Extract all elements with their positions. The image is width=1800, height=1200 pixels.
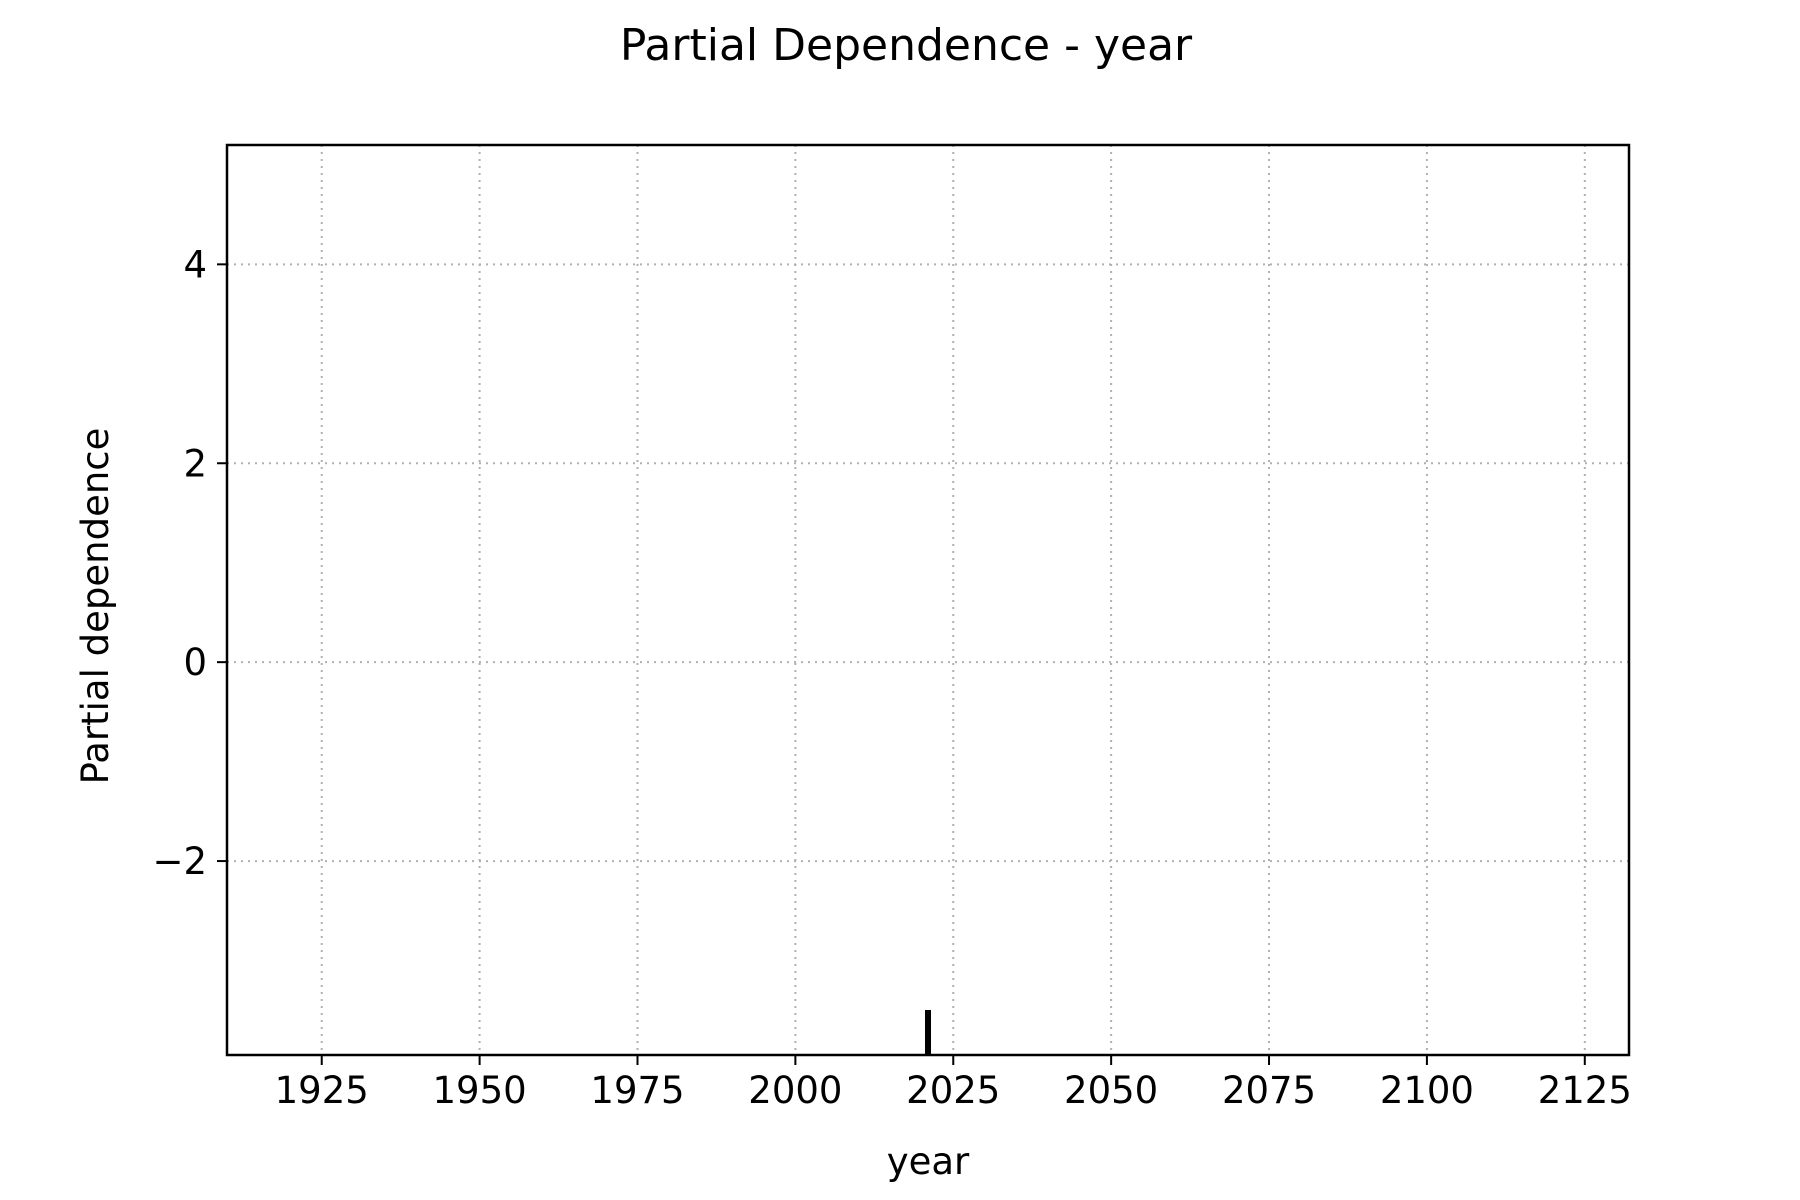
- x-tick-label: 2000: [748, 1069, 842, 1112]
- y-axis-ticks: −2 0 2 4: [152, 243, 227, 883]
- x-tick-label: 2125: [1538, 1069, 1632, 1112]
- chart-title: Partial Dependence - year: [620, 20, 1193, 71]
- x-axis-label: year: [887, 1140, 970, 1183]
- y-tick-label: 4: [183, 243, 207, 286]
- y-axis-label: Partial dependence: [74, 428, 117, 785]
- x-tick-label: 2050: [1064, 1069, 1158, 1112]
- y-tick-label: −2: [152, 840, 207, 883]
- x-tick-label: 2075: [1222, 1069, 1316, 1112]
- x-tick-label: 1950: [433, 1069, 527, 1112]
- x-tick-label: 2100: [1380, 1069, 1474, 1112]
- grid-lines: [227, 145, 1629, 1055]
- plot-frame: [225, 143, 1631, 1057]
- x-tick-label: 1925: [275, 1069, 369, 1112]
- x-axis-ticks: 1925 1950 1975 2000 2025 2050 2075 2100 2125: [275, 1055, 1632, 1112]
- x-tick-label: 2025: [906, 1069, 1000, 1112]
- y-tick-label: 2: [183, 442, 207, 485]
- y-tick-label: 0: [183, 641, 207, 684]
- x-tick-label: 1975: [590, 1069, 684, 1112]
